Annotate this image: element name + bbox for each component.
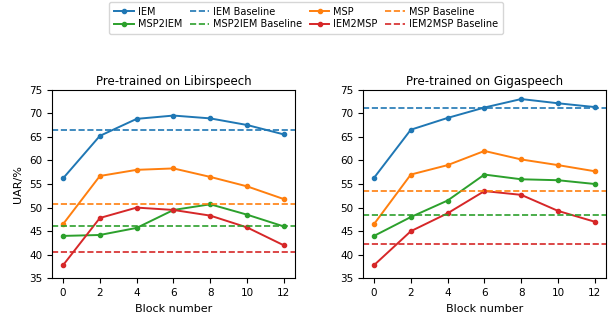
MSP2IEM [133, 226, 140, 230]
MSP [554, 163, 562, 167]
IEM [244, 123, 251, 127]
IEM [370, 176, 378, 180]
Line: MSP2IEM: MSP2IEM [372, 172, 597, 238]
IEM [481, 106, 488, 109]
IEM [444, 116, 451, 120]
IEM [407, 128, 414, 132]
MSP2IEM [280, 225, 288, 228]
MSP [207, 175, 214, 179]
IEM2MSP [591, 220, 599, 224]
IEM2MSP [444, 211, 451, 215]
MSP [280, 197, 288, 201]
Line: IEM2MSP: IEM2MSP [372, 189, 597, 267]
Line: IEM: IEM [61, 114, 286, 180]
IEM2MSP [207, 214, 214, 218]
IEM2MSP [96, 216, 103, 220]
IEM2MSP [407, 229, 414, 233]
MSP [518, 157, 525, 161]
MSP [481, 149, 488, 153]
MSP [170, 166, 177, 170]
MSP2IEM [554, 178, 562, 182]
IEM [280, 132, 288, 136]
IEM [96, 134, 103, 138]
Line: MSP: MSP [61, 166, 286, 226]
IEM2MSP [170, 208, 177, 212]
MSP2IEM [59, 234, 67, 238]
MSP2IEM [370, 234, 378, 238]
IEM2MSP [481, 189, 488, 193]
MSP [591, 169, 599, 173]
IEM [591, 105, 599, 109]
MSP2IEM [170, 208, 177, 212]
MSP2IEM [96, 233, 103, 237]
MSP [244, 184, 251, 188]
Title: Pre-trained on Libirspeech: Pre-trained on Libirspeech [95, 76, 252, 88]
MSP [444, 163, 451, 167]
MSP2IEM [518, 177, 525, 181]
IEM2MSP [518, 193, 525, 197]
X-axis label: Block number: Block number [446, 304, 523, 314]
Y-axis label: UAR/%: UAR/% [13, 165, 23, 203]
IEM [59, 176, 67, 180]
X-axis label: Block number: Block number [135, 304, 212, 314]
Line: MSP2IEM: MSP2IEM [61, 202, 286, 238]
Line: MSP: MSP [372, 149, 597, 226]
IEM2MSP [244, 226, 251, 229]
IEM2MSP [133, 206, 140, 210]
MSP2IEM [407, 215, 414, 219]
Line: IEM2MSP: IEM2MSP [61, 205, 286, 267]
MSP2IEM [444, 199, 451, 203]
MSP [407, 173, 414, 177]
MSP2IEM [481, 173, 488, 177]
MSP [59, 222, 67, 226]
IEM2MSP [370, 263, 378, 267]
IEM [207, 116, 214, 120]
Legend: IEM, MSP2IEM, IEM Baseline, MSP2IEM Baseline, MSP, IEM2MSP, MSP Baseline, IEM2MS: IEM, MSP2IEM, IEM Baseline, MSP2IEM Base… [110, 2, 502, 34]
IEM2MSP [59, 263, 67, 267]
IEM [518, 97, 525, 101]
IEM [554, 101, 562, 105]
MSP2IEM [244, 213, 251, 217]
IEM2MSP [280, 244, 288, 247]
IEM [170, 114, 177, 117]
MSP2IEM [591, 182, 599, 186]
Title: Pre-trained on Gigaspeech: Pre-trained on Gigaspeech [406, 76, 563, 88]
MSP2IEM [207, 202, 214, 206]
IEM2MSP [554, 209, 562, 213]
IEM [133, 117, 140, 121]
MSP [370, 222, 378, 226]
Line: IEM: IEM [372, 97, 597, 180]
MSP [133, 168, 140, 172]
MSP [96, 174, 103, 178]
